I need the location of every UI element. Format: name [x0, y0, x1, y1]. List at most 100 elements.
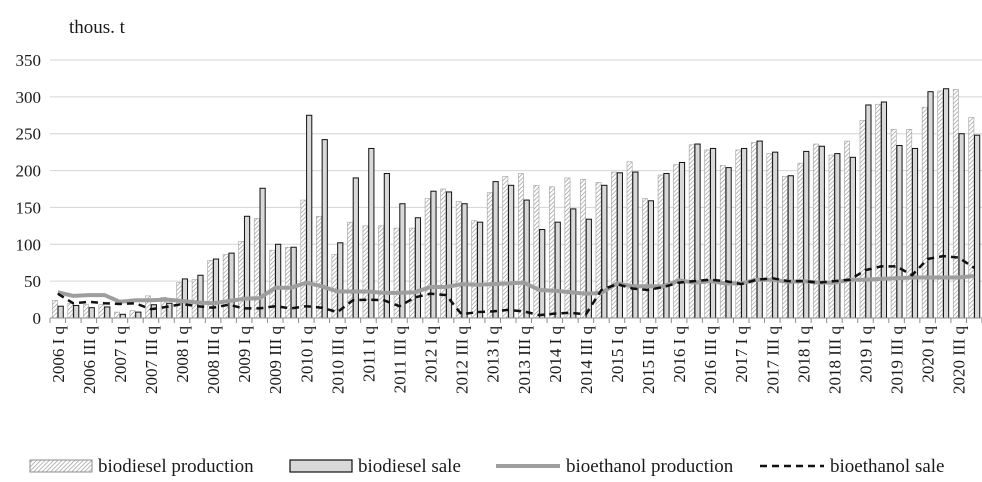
x-tick-label: 2007 I q: [111, 326, 130, 383]
x-tick-label: 2019 III q: [888, 326, 907, 394]
bar-biodiesel-sale: [974, 134, 981, 319]
bar-biodiesel-production: [362, 225, 369, 319]
bar-biodiesel-production: [564, 177, 571, 319]
legend-label: biodiesel production: [98, 456, 254, 477]
bar-biodiesel-sale: [896, 145, 903, 319]
bar-biodiesel-production: [750, 142, 757, 319]
x-tick-label: 2013 III q: [515, 326, 534, 394]
bar-biodiesel-production: [253, 218, 260, 319]
bar-biodiesel-production: [844, 140, 850, 319]
x-tick-label: 2011 III q: [391, 326, 410, 394]
bar-biodiesel-production: [952, 89, 959, 319]
bar-marks: [51, 88, 981, 319]
bar-biodiesel-sale: [647, 200, 655, 319]
bar-biodiesel-sale: [585, 218, 592, 319]
y-axis-unit-label: thous. t: [69, 17, 126, 38]
bar-biodiesel-production: [937, 90, 944, 319]
bar-biodiesel-sale: [383, 173, 390, 319]
bar-biodiesel-production: [533, 185, 540, 319]
bar-biodiesel-sale: [197, 274, 204, 319]
bar-biodiesel-sale: [57, 305, 64, 319]
x-tick-label: 2019 I q: [857, 326, 876, 383]
bar-biodiesel-sale: [119, 313, 126, 319]
bar-biodiesel-production: [766, 153, 773, 319]
bar-biodiesel-production: [797, 162, 804, 319]
bar-biodiesel-sale: [756, 140, 763, 319]
bar-biodiesel-production: [595, 182, 602, 319]
x-tick-label: 2006 I q: [49, 326, 68, 383]
bar-biodiesel-sale: [725, 167, 732, 319]
bar-biodiesel-production: [735, 149, 742, 319]
bar-biodiesel-production: [580, 179, 586, 319]
bar-biodiesel-production: [83, 304, 89, 319]
bar-biodiesel-sale: [911, 147, 919, 319]
bar-biodiesel-sale: [709, 147, 717, 319]
bar-biodiesel-sale: [135, 311, 142, 319]
bar-biodiesel-sale: [399, 203, 406, 319]
bar-biodiesel-production: [440, 188, 447, 319]
bar-biodiesel-production: [114, 311, 120, 319]
y-tick-label: 250: [16, 125, 42, 144]
bar-biodiesel-sale: [694, 143, 701, 319]
bar-biodiesel-production: [471, 220, 478, 319]
y-tick-label: 100: [16, 235, 42, 254]
y-tick-label: 300: [16, 88, 42, 107]
bar-biodiesel-sale: [834, 153, 841, 319]
bar-biodiesel-production: [921, 106, 928, 319]
bar-biodiesel-sale: [632, 171, 639, 319]
bar-biodiesel-production: [906, 128, 913, 319]
x-tick-label: 2020 III q: [950, 326, 969, 394]
bar-biodiesel-production: [968, 117, 975, 319]
bar-biodiesel-production: [316, 215, 322, 319]
x-tick-label: 2010 I q: [297, 326, 316, 383]
x-tick-label: 2013 I q: [484, 326, 503, 383]
bar-biodiesel-production: [331, 254, 338, 319]
bar-biodiesel-sale: [663, 173, 670, 319]
bar-biodiesel-production: [98, 304, 105, 319]
bar-biodiesel-sale: [337, 242, 344, 319]
bar-biodiesel-sale: [476, 221, 484, 319]
bar-biodiesel-production: [875, 103, 882, 319]
bar-biodiesel-sale: [865, 104, 872, 319]
y-tick-label: 0: [33, 309, 42, 328]
bar-biodiesel-sale: [306, 114, 313, 319]
bar-biodiesel-production: [517, 173, 524, 319]
x-tick-labels: 2006 I q 2006 III q 2007 I q 2007 III q 2008…: [49, 326, 969, 394]
bar-biodiesel-production: [813, 143, 819, 319]
bar-biodiesel-sale: [352, 177, 359, 319]
bar-biodiesel-sale: [539, 229, 546, 319]
x-tick-label: 2008 I q: [173, 326, 192, 383]
bar-biodiesel-sale: [927, 91, 934, 319]
y-tick-label: 50: [24, 272, 41, 291]
gridlines: [50, 59, 982, 282]
legend-swatch-biodiesel-sale: [289, 459, 353, 473]
x-tick-label: 2020 I q: [919, 326, 938, 383]
bar-biodiesel-production: [642, 198, 649, 319]
legend-swatch-biodiesel-production: [29, 459, 93, 473]
bar-biodiesel-production: [67, 302, 74, 319]
bar-biodiesel-sale: [73, 304, 80, 319]
x-tick-label: 2011 I q: [359, 326, 378, 383]
x-tick-label: 2006 III q: [80, 326, 99, 394]
bar-biodiesel-production: [859, 120, 866, 319]
bar-biodiesel-sale: [958, 133, 965, 319]
legend: biodiesel production biodiesel sale bioeth…: [29, 456, 945, 477]
line-bioethanol-sale: [57, 254, 975, 317]
bar-biodiesel-sale: [461, 203, 468, 319]
bar-biodiesel-sale: [818, 145, 825, 319]
bar-biodiesel-sale: [430, 190, 437, 319]
bar-biodiesel-sale: [849, 156, 856, 319]
bar-biodiesel-production: [502, 176, 509, 319]
bar-biodiesel-sale: [942, 88, 950, 319]
bar-biodiesel-sale: [414, 217, 422, 319]
x-tick-label: 2016 III q: [701, 326, 720, 394]
bar-biodiesel-production: [51, 300, 58, 319]
bar-biodiesel-production: [191, 279, 198, 319]
x-tick-label: 2015 III q: [639, 326, 658, 394]
x-tick-label: 2014 III q: [577, 326, 596, 394]
x-tick-label: 2018 III q: [825, 326, 844, 394]
line-marks: [57, 254, 975, 317]
bar-biodiesel-sale: [787, 175, 794, 319]
